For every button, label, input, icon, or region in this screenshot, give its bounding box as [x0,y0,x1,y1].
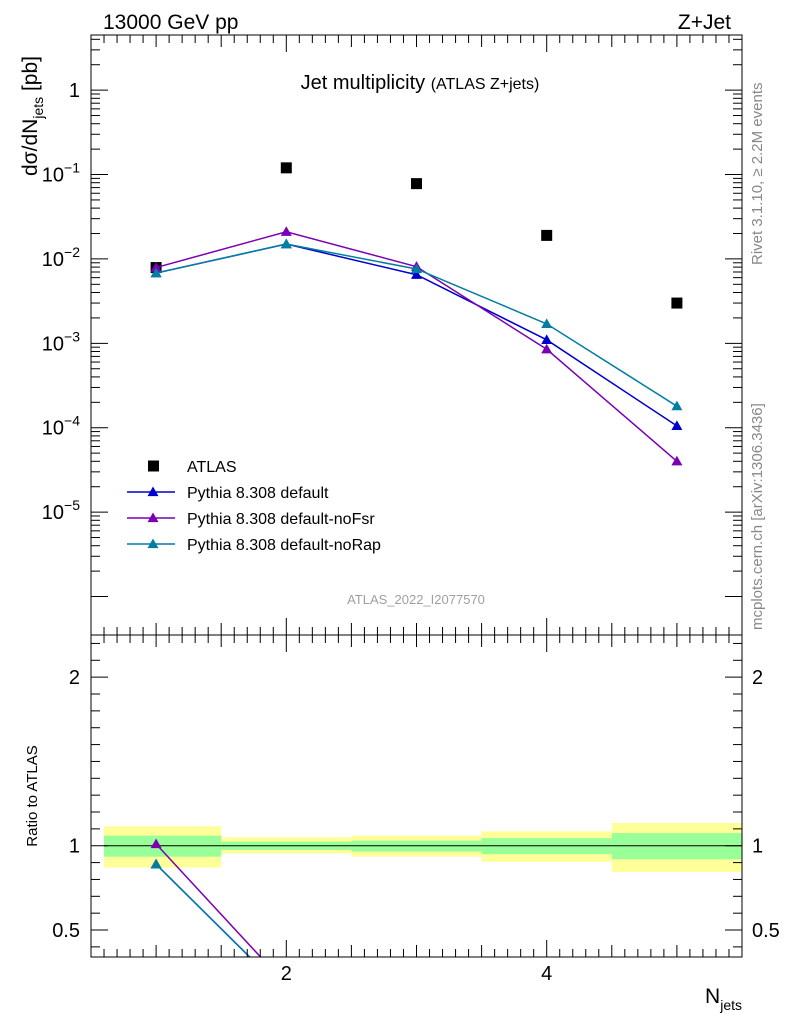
main-y-tick-label: 10−5 [42,497,80,524]
ratio-line [155,843,262,957]
ratio-point [150,858,162,869]
mcplots-label: mcplots.cern.ch [arXiv:1306.3436] [749,403,766,630]
ratio-axis-ticks [91,635,742,957]
data-point [280,162,292,174]
main-y-tick-label-base: 10 [42,502,64,524]
main-title-text: Jet multiplicity [301,72,425,94]
main-y-tick-label-base: 1 [69,80,80,102]
ratio-y-tick-labels: 0.5 0.5 1 1 2 2 [52,667,780,942]
ratio-series-pythia-8-308-default-norap [150,858,292,998]
main-y-tick-label: 10−4 [42,413,80,440]
main-y-tick-label: 10−3 [42,328,80,355]
header-right: Z+Jet [678,11,731,34]
ratio-point [281,988,292,998]
main-y-tick-label-exponent: −5 [64,497,80,513]
ratio-series-pythia-8-308-default-nofsr [150,838,262,957]
main-y-tick-label: 10−1 [42,160,80,187]
ratio-y-tick-label: 1 [69,836,80,858]
ratio-frame [90,634,743,958]
main-y-tick-label-base: 10 [42,165,64,187]
x-tick-label: 4 [541,963,552,985]
legend-marker [148,460,159,472]
data-point [150,262,162,272]
series-pythia-8-308-default-norap [150,238,683,411]
legend-marker [147,486,159,497]
watermark: ATLAS_2022_I2077570 [347,592,485,607]
ratio-y-tick-label-right: 2 [752,667,763,689]
main-y-tick-label-base: 10 [42,249,64,271]
legend-marker [147,512,159,523]
series-pythia-8-308-default-nofsr [150,226,683,466]
data-point [280,226,292,236]
ratio-line [155,863,251,957]
legend-item: Pythia 8.308 default-noRap [127,537,381,554]
data-point [411,178,422,190]
x-tick-label: 2 [281,963,292,985]
main-y-tick-label: 10−2 [42,244,80,271]
main-series [150,162,683,466]
data-point [541,334,553,344]
data-point [150,267,162,278]
main-y-tick-label-exponent: −1 [64,160,80,176]
data-point [671,455,683,466]
data-point [280,238,292,249]
data-point [541,229,553,241]
main-panel: Jet multiplicity (ATLAS Z+jets) ATLAS_20… [19,34,743,636]
ratio-y-tick-label-right: 0.5 [752,920,780,942]
ratio-y-tick-label: 0.5 [52,920,80,942]
main-y-tick-label-base: 10 [42,333,64,355]
legend-marker [147,538,159,549]
data-point [411,263,422,274]
x-axis-label-text: N [705,985,720,1008]
main-y-axis-label-text: dσ/dN [19,119,42,176]
data-point [671,420,683,431]
legend-label: Pythia 8.308 default-noFsr [187,511,375,528]
legend-item: Pythia 8.308 default [127,485,329,502]
header-left: 13000 GeV pp [103,11,238,34]
data-point [671,400,683,411]
main-y-tick-labels: 10−510−410−310−210−11 [42,80,80,524]
main-y-tick-label-exponent: −2 [64,244,80,260]
legend: ATLAS Pythia 8.308 default Pythia 8.308 de… [127,459,381,554]
main-y-axis-label-unit: [pb] [19,56,42,97]
ratio-y-tick-label-right: 1 [752,836,763,858]
legend-item: Pythia 8.308 default-noFsr [127,511,375,528]
ratio-bands [104,822,742,872]
x-axis-label-sub: jets [719,997,742,1013]
main-subtitle-text: (ATLAS Z+jets) [431,76,540,93]
main-y-tick-label: 1 [69,80,80,102]
ratio-y-axis-label: Ratio to ATLAS [24,745,41,846]
ratio-y-tick-label: 2 [69,667,80,689]
ratio-series [150,838,292,998]
data-point [541,318,553,329]
legend-label: Pythia 8.308 default [187,485,329,502]
rivet-label: Rivet 3.1.10, ≥ 2.2M events [749,83,766,266]
legend-label: Pythia 8.308 default-noRap [187,537,381,554]
main-title: Jet multiplicity (ATLAS Z+jets) [301,72,540,94]
main-y-axis-label: dσ/dNjets [pb] [19,56,46,176]
main-axis-ticks [91,35,742,635]
legend-label: ATLAS [187,459,237,476]
series-atlas [150,162,683,309]
ratio-point [281,988,292,998]
main-y-tick-label-exponent: −4 [64,413,80,429]
main-y-axis-label-sub: jets [30,97,46,120]
legend-item: ATLAS [148,459,237,476]
data-point [411,269,422,279]
main-y-tick-label-base: 10 [42,418,64,440]
ratio-point [150,838,162,849]
data-point [671,297,683,309]
data-point [541,343,553,354]
x-axis-label: Njets [705,985,742,1013]
main-y-tick-label-exponent: −3 [64,328,80,344]
